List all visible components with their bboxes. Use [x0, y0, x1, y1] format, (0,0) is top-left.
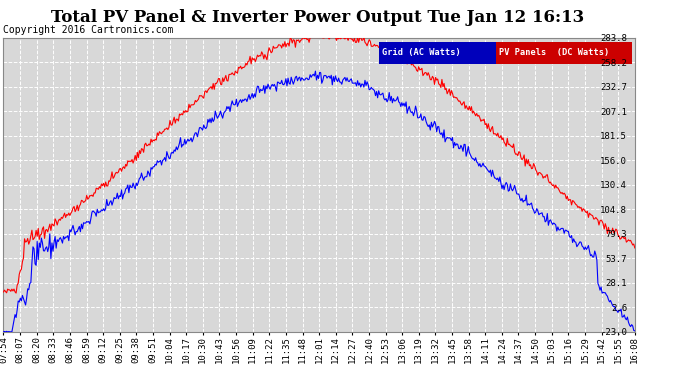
- Text: PV Panels  (DC Watts): PV Panels (DC Watts): [499, 48, 609, 57]
- FancyBboxPatch shape: [379, 42, 496, 64]
- Text: Copyright 2016 Cartronics.com: Copyright 2016 Cartronics.com: [3, 24, 174, 34]
- Text: Total PV Panel & Inverter Power Output Tue Jan 12 16:13: Total PV Panel & Inverter Power Output T…: [51, 9, 584, 26]
- Text: Grid (AC Watts): Grid (AC Watts): [382, 48, 461, 57]
- FancyBboxPatch shape: [496, 42, 631, 64]
